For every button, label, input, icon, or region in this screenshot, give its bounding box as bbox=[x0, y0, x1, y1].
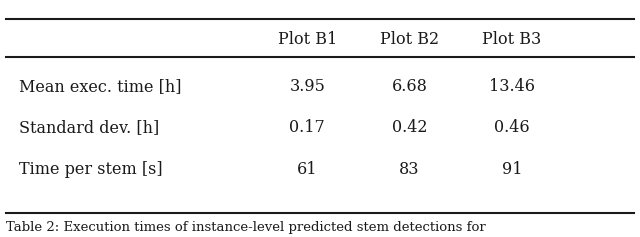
Text: 83: 83 bbox=[399, 161, 420, 178]
Text: 13.46: 13.46 bbox=[489, 78, 535, 95]
Text: Plot B2: Plot B2 bbox=[380, 31, 439, 48]
Text: 0.46: 0.46 bbox=[494, 119, 530, 137]
Text: Plot B1: Plot B1 bbox=[278, 31, 337, 48]
Text: Time per stem [s]: Time per stem [s] bbox=[19, 161, 163, 178]
Text: 3.95: 3.95 bbox=[289, 78, 325, 95]
Text: 61: 61 bbox=[297, 161, 317, 178]
Text: Plot B3: Plot B3 bbox=[483, 31, 541, 48]
Text: 91: 91 bbox=[502, 161, 522, 178]
Text: 0.17: 0.17 bbox=[289, 119, 325, 137]
Text: Standard dev. [h]: Standard dev. [h] bbox=[19, 119, 159, 137]
Text: Mean exec. time [h]: Mean exec. time [h] bbox=[19, 78, 182, 95]
Text: Table 2: Execution times of instance-level predicted stem detections for: Table 2: Execution times of instance-lev… bbox=[6, 221, 486, 234]
Text: 0.42: 0.42 bbox=[392, 119, 428, 137]
Text: 6.68: 6.68 bbox=[392, 78, 428, 95]
